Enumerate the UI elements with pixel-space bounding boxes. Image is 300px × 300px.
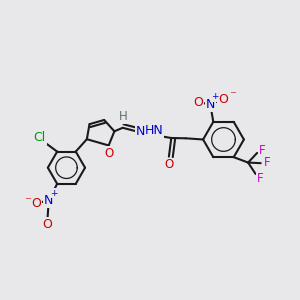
Text: O: O — [193, 95, 202, 109]
Text: O: O — [31, 197, 41, 210]
Text: F: F — [259, 144, 266, 157]
Text: F: F — [257, 172, 264, 185]
Text: N: N — [44, 194, 53, 207]
Text: O: O — [105, 147, 114, 160]
Text: HN: HN — [145, 124, 163, 137]
Text: F: F — [264, 156, 271, 169]
Text: ⁻: ⁻ — [24, 195, 31, 208]
Text: +: + — [50, 189, 57, 198]
Text: Cl: Cl — [34, 131, 46, 144]
Text: +: + — [211, 92, 218, 101]
Text: O: O — [164, 158, 173, 172]
Text: H: H — [119, 110, 128, 124]
Text: ⁻: ⁻ — [230, 89, 237, 103]
Text: O: O — [43, 218, 52, 231]
Text: O: O — [218, 92, 228, 106]
Text: N: N — [206, 98, 215, 111]
Text: N: N — [136, 124, 146, 138]
